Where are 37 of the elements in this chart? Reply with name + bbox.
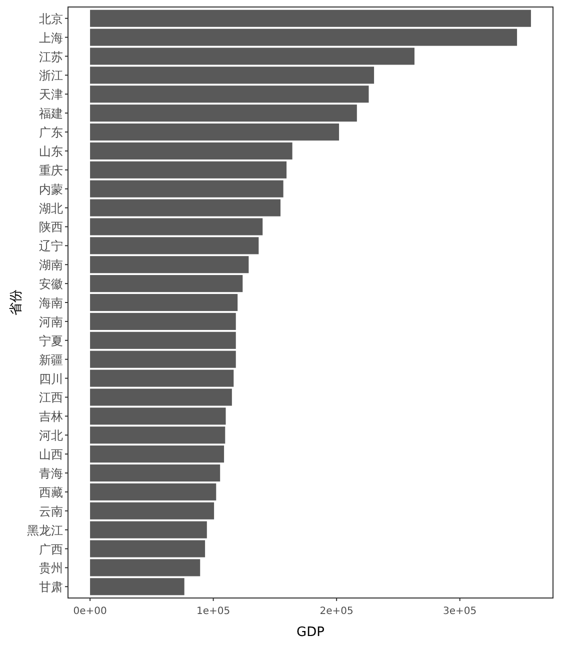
y-tick-label: 山东 (39, 144, 63, 158)
y-tick-label: 河南 (39, 314, 63, 329)
y-tick-label: 贵州 (39, 561, 63, 576)
x-axis-title: GDP (296, 625, 325, 640)
y-tick-label: 湖南 (39, 258, 63, 272)
y-tick-label: 天津 (39, 88, 63, 102)
y-tick-label: 新疆 (39, 352, 63, 367)
y-tick-label: 江西 (39, 390, 63, 405)
y-tick-label: 安徽 (39, 277, 63, 292)
y-tick-label: 四川 (39, 372, 63, 386)
y-tick-label: 甘肃 (39, 580, 63, 594)
x-tick-label: 2e+05 (320, 606, 354, 617)
y-tick-label: 福建 (39, 106, 63, 121)
y-tick-label: 河北 (39, 428, 63, 443)
y-tick-label: 山西 (39, 448, 63, 462)
y-tick-label: 内蒙 (39, 182, 63, 196)
y-axis-title: 省份 (9, 290, 24, 316)
x-tick-label: 0e+00 (73, 606, 107, 617)
y-tick-label: 海南 (39, 296, 63, 310)
x-tick-label: 1e+05 (196, 606, 230, 617)
y-tick-label: 辽宁 (39, 239, 63, 254)
y-tick-label: 吉林 (39, 410, 63, 424)
y-tick-label: 云南 (39, 504, 63, 518)
y-tick-label: 上海 (39, 30, 63, 45)
y-tick-label: 浙江 (39, 68, 63, 83)
y-tick-label: 青海 (39, 466, 63, 480)
y-tick-label: 北京 (39, 12, 63, 26)
y-tick-label: 重庆 (39, 163, 63, 178)
y-tick-label: 广东 (39, 126, 63, 140)
y-tick-label: 陕西 (39, 220, 63, 234)
y-tick-label: 江苏 (39, 50, 63, 64)
y-tick-label: 宁夏 (39, 334, 63, 348)
y-tick-label: 黑龙江 (27, 523, 63, 538)
x-tick-label: 3e+05 (443, 606, 477, 617)
y-tick-label: 西藏 (39, 485, 63, 500)
y-tick-label: 广西 (39, 542, 63, 556)
y-tick-label: 湖北 (39, 201, 63, 216)
